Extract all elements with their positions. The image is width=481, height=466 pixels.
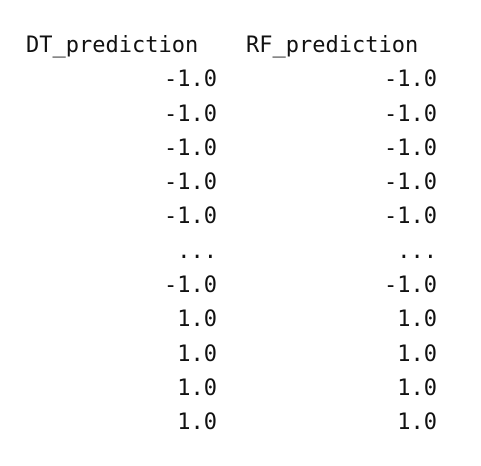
dt-prediction-cell: -1.0 (164, 101, 217, 127)
dt-prediction-cell: 1.0 (177, 410, 217, 436)
rf-prediction-cell: -1.0 (384, 273, 437, 299)
dt-prediction-cell: -1.0 (164, 204, 217, 230)
rf-prediction-cell: 1.0 (397, 375, 437, 401)
rf-prediction-cell: 1.0 (397, 410, 437, 436)
table-row: -1.0 -1.0 (26, 269, 437, 303)
table-row: 1.0 1.0 (26, 303, 437, 337)
rf-prediction-cell: 1.0 (397, 341, 437, 367)
rf-prediction-cell: -1.0 (384, 135, 437, 161)
table-row: -1.0 -1.0 (26, 200, 437, 234)
dataframe-output: DT_prediction RF_prediction -1.0 -1.0 -1… (26, 29, 437, 441)
rf-prediction-cell: 1.0 (397, 307, 437, 333)
column-header-rf-prediction: RF_prediction (246, 33, 419, 58)
rf-prediction-cell: -1.0 (384, 67, 437, 93)
rf-prediction-cell: ... (397, 238, 437, 264)
dt-prediction-cell: -1.0 (164, 135, 217, 161)
column-gap (217, 29, 246, 63)
dt-prediction-cell: ... (177, 238, 217, 264)
column-header-dt-prediction: DT_prediction (26, 33, 199, 58)
table-row: -1.0 -1.0 (26, 166, 437, 200)
table-header-row: DT_prediction RF_prediction (26, 29, 437, 63)
dt-prediction-cell: -1.0 (164, 273, 217, 299)
table-row-ellipsis: ... ... (26, 235, 437, 269)
prediction-table: DT_prediction RF_prediction -1.0 -1.0 -1… (26, 29, 437, 441)
dt-prediction-cell: 1.0 (177, 341, 217, 367)
table-row: -1.0 -1.0 (26, 98, 437, 132)
table-row: -1.0 -1.0 (26, 63, 437, 97)
table-row: -1.0 -1.0 (26, 132, 437, 166)
table-row: 1.0 1.0 (26, 338, 437, 372)
dt-prediction-cell: -1.0 (164, 170, 217, 196)
dt-prediction-cell: 1.0 (177, 307, 217, 333)
dt-prediction-cell: 1.0 (177, 375, 217, 401)
table-body: -1.0 -1.0 -1.0 -1.0 -1.0 -1.0 -1.0 -1.0 … (26, 63, 437, 440)
rf-prediction-cell: -1.0 (384, 101, 437, 127)
table-row: 1.0 1.0 (26, 372, 437, 406)
dt-prediction-cell: -1.0 (164, 67, 217, 93)
table-row: 1.0 1.0 (26, 406, 437, 440)
rf-prediction-cell: -1.0 (384, 204, 437, 230)
rf-prediction-cell: -1.0 (384, 170, 437, 196)
